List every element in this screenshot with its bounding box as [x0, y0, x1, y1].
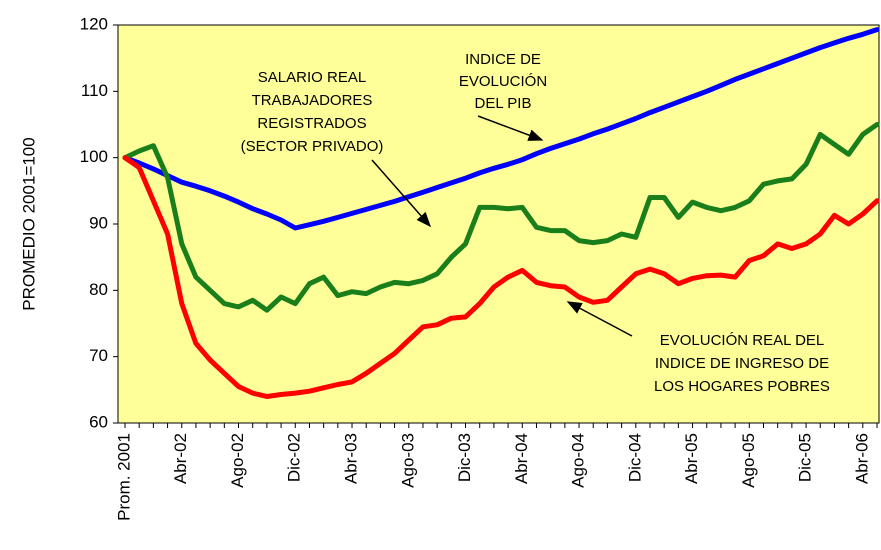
line-series: [122, 27, 880, 231]
line-series: [122, 122, 880, 313]
x-tick-label: Abr-05: [682, 433, 701, 484]
arrow: [566, 301, 633, 337]
x-tick-label: Abr-04: [512, 433, 531, 484]
line-series: [122, 155, 880, 399]
annotation: SALARIO REAL: [258, 69, 366, 86]
annotation: REGISTRADOS: [257, 115, 366, 132]
x-tick-label: Ago-05: [739, 433, 758, 488]
x-tick-label: Prom. 2001: [114, 433, 133, 521]
y-tick-label: 110: [81, 81, 108, 100]
y-tick-label: 80: [89, 280, 108, 299]
annotation: LOS HOGARES POBRES: [654, 378, 830, 395]
annotation: EVOLUCIÓN REAL DEL: [660, 332, 825, 349]
x-tick-label: Dic-03: [455, 433, 474, 482]
arrow: [371, 159, 431, 228]
y-tick-label: 100: [80, 147, 108, 166]
x-tick-label: Abr-02: [171, 433, 190, 484]
x-tick-label: Dic-05: [796, 433, 815, 482]
x-tick-label: Abr-06: [852, 433, 871, 484]
x-tick-label: Abr-03: [342, 433, 361, 484]
annotation: INDICE DE INGRESO DE: [655, 355, 829, 372]
y-axis-label: PROMEDIO 2001=100: [19, 137, 38, 310]
y-tick-label: 60: [89, 412, 108, 431]
arrow: [477, 115, 544, 141]
x-tick-label: Dic-02: [285, 433, 304, 482]
annotation: (SECTOR PRIVADO): [241, 138, 384, 155]
x-tick-label: Ago-04: [569, 433, 588, 488]
plot-area: [117, 24, 880, 424]
y-tick-label: 90: [89, 213, 108, 232]
y-tick-label: 70: [89, 346, 108, 365]
y-tick-label: 120: [80, 14, 108, 33]
x-tick-label: Ago-02: [228, 433, 247, 488]
x-tick-label: Dic-04: [625, 433, 644, 482]
annotation: EVOLUCIÓN: [459, 73, 547, 90]
x-tick-label: Ago-03: [398, 433, 417, 488]
annotation: INDICE DE: [465, 51, 541, 68]
annotation: DEL PIB: [475, 95, 532, 112]
annotation: TRABAJADORES: [252, 92, 373, 109]
